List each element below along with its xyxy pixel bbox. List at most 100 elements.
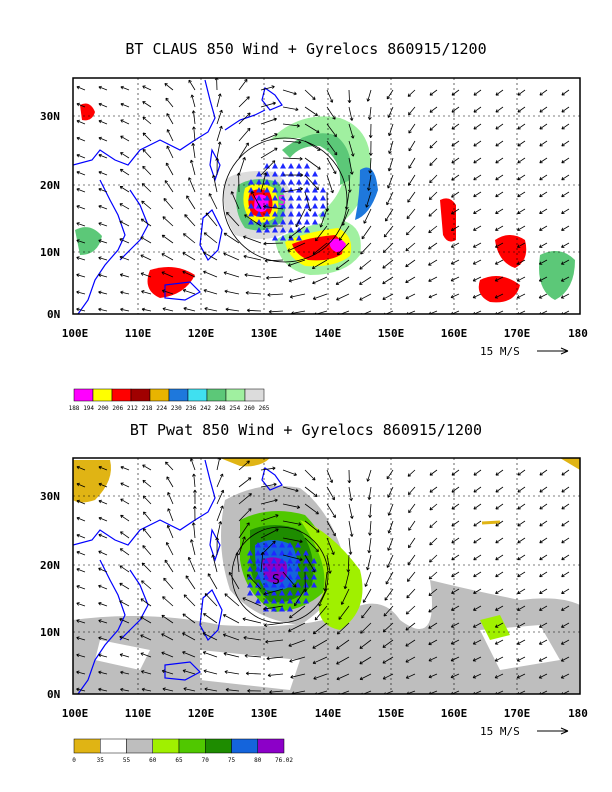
colorbar-swatch: [187, 388, 208, 402]
wind-vector: [516, 639, 526, 645]
wind-vector: [450, 656, 460, 662]
wind-vector: [405, 225, 416, 236]
wind-vector: [348, 537, 353, 555]
wind-vector: [98, 550, 108, 556]
wind-vector: [388, 123, 394, 137]
wind-vector: [494, 656, 504, 662]
gyre-marker: [272, 211, 278, 217]
wind-vector: [141, 562, 152, 573]
wind-vector: [561, 605, 570, 611]
wind-vector: [119, 653, 130, 658]
wind-vector: [361, 605, 372, 619]
wind-vector: [216, 109, 223, 125]
gyre-marker: [320, 187, 326, 193]
wind-vector: [222, 633, 240, 641]
wind-vector: [517, 554, 526, 561]
wind-vector: [428, 208, 438, 217]
wind-vector: [238, 460, 250, 471]
cloud-shading: [75, 103, 575, 303]
wind-vector: [289, 293, 306, 299]
wind-vector: [472, 656, 482, 662]
wind-vector: [368, 503, 372, 518]
wind-vector: [119, 273, 130, 278]
wind-vector: [361, 225, 372, 240]
wind-vector: [560, 673, 570, 679]
colorbar-label: 76.02: [275, 757, 293, 764]
wind-vector: [368, 520, 372, 536]
wind-vector: [516, 242, 526, 248]
wind-vector: [182, 252, 196, 261]
wind-vector: [142, 132, 152, 142]
wind-vector: [387, 486, 394, 498]
lat-label: 20N: [40, 559, 60, 572]
gyre-marker: [279, 550, 285, 556]
wind-vector: [141, 687, 152, 692]
wind-vector: [429, 123, 438, 131]
wind-vector: [429, 89, 438, 96]
wind-vector: [539, 486, 548, 493]
colorbar-label: 206: [112, 405, 123, 412]
wind-vector: [282, 520, 302, 526]
wind-vector: [348, 520, 354, 537]
wind-vector: [408, 157, 416, 169]
wind-vector: [140, 616, 152, 624]
wind-vector: [207, 573, 218, 590]
wind-vector: [561, 622, 570, 628]
wind-vector: [494, 673, 504, 679]
wind-vector: [368, 140, 373, 156]
wind-vector: [408, 503, 416, 514]
wind-vector: [244, 653, 262, 658]
vector-scale-label: 15 M/S: [480, 725, 520, 738]
wind-vector: [242, 617, 262, 624]
gyre-marker: [288, 203, 294, 209]
wind-vector: [247, 688, 262, 693]
gyre-marker: [304, 211, 310, 217]
gyre-marker: [296, 235, 302, 241]
wind-vector: [451, 89, 460, 96]
wind-vector: [223, 652, 240, 658]
wind-vector: [517, 225, 526, 231]
gyre-marker: [320, 195, 326, 201]
wind-vector: [76, 585, 86, 590]
wind-vector: [347, 469, 352, 484]
wind-vector: [517, 503, 526, 510]
gyre-marker: [280, 171, 286, 177]
gyre-marker: [272, 203, 278, 209]
gyre-marker: [320, 203, 326, 209]
wind-vector: [140, 218, 152, 227]
colorbar-swatch: [225, 388, 246, 402]
wind-vector: [561, 554, 570, 561]
wind-vector: [161, 253, 174, 261]
wind-vector: [76, 85, 86, 91]
lat-lon-grid: [73, 78, 580, 314]
wind-vector: [193, 489, 197, 505]
wind-vector: [428, 656, 438, 662]
wind-vector: [561, 191, 570, 198]
lon-label: 180: [568, 707, 588, 720]
gyre-marker: [303, 574, 309, 580]
wind-vector: [451, 537, 460, 544]
wind-vector: [473, 123, 482, 130]
wind-vector: [189, 539, 196, 556]
wind-vector: [182, 233, 196, 244]
wind-vector: [98, 619, 108, 624]
wind-vector: [560, 656, 570, 662]
wind-vector: [142, 101, 152, 108]
wind-vector: [76, 102, 86, 108]
wind-vector: [119, 238, 130, 244]
wind-vector: [428, 605, 438, 613]
wind-vector: [387, 520, 394, 534]
wind-vector: [223, 271, 240, 278]
wind-vector: [260, 482, 277, 488]
wind-vector: [346, 554, 351, 573]
wind-vector: [98, 653, 108, 658]
gyre-circle: [222, 137, 348, 263]
gyre-marker: [280, 195, 286, 201]
wind-vector: [335, 276, 350, 285]
storm-symbol: S: [278, 194, 286, 209]
wind-vector: [215, 537, 220, 556]
wind-vector: [205, 212, 218, 227]
gyre-marker: [256, 227, 262, 233]
gyre-marker: [311, 582, 317, 588]
panel2-map: S 30N 20N 10N 0N 100E 110E 120E 130E 140…: [40, 457, 588, 764]
